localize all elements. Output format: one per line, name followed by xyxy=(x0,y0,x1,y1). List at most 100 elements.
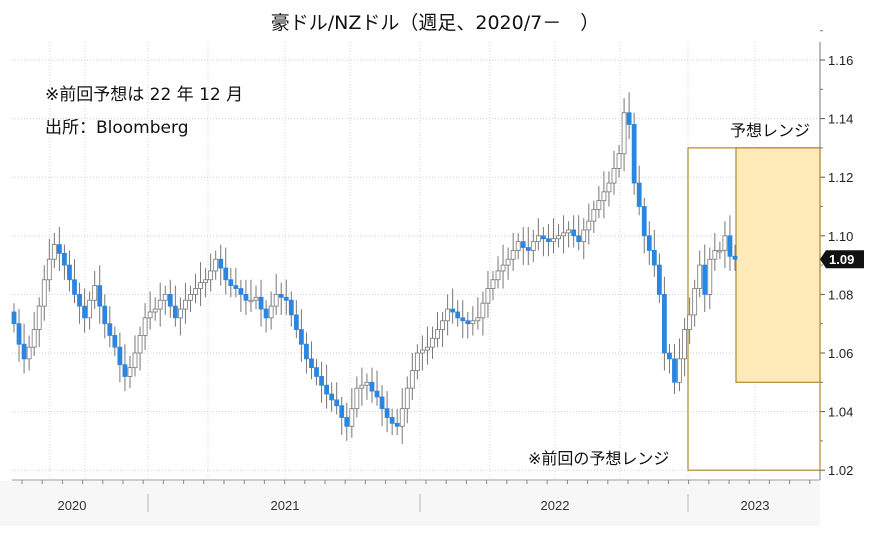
candle xyxy=(309,341,314,380)
annotation-previous-forecast: ※前回予想は 22 年 12 月 xyxy=(45,85,244,105)
candle-body xyxy=(92,285,98,301)
previous-forecast-range-label: ※前回の予想レンジ xyxy=(528,449,670,468)
candle-body xyxy=(687,314,693,330)
last-price-tag xyxy=(820,250,864,269)
candle xyxy=(404,376,410,424)
candle xyxy=(127,355,133,389)
last-price-label: 1.09 xyxy=(829,252,854,267)
candle-body xyxy=(389,417,395,424)
candle-body xyxy=(147,311,153,319)
candle-body xyxy=(656,264,662,295)
candle xyxy=(203,268,208,298)
candle xyxy=(304,332,309,374)
candle-body xyxy=(77,293,82,307)
candle-body xyxy=(162,293,168,301)
candle xyxy=(732,244,738,271)
candle-body xyxy=(334,399,340,407)
candle-body xyxy=(157,299,163,310)
candle xyxy=(36,297,42,348)
candle xyxy=(419,335,425,371)
candle-body xyxy=(56,244,62,254)
candle xyxy=(147,291,153,330)
candle xyxy=(465,311,471,339)
candle-body xyxy=(662,293,667,354)
candle-body xyxy=(329,393,335,401)
candle-body xyxy=(46,258,52,281)
y-tick-label: 1.04 xyxy=(828,405,853,420)
candle-body xyxy=(722,235,728,251)
candle xyxy=(223,247,229,295)
candle-body xyxy=(288,299,294,316)
candle xyxy=(97,265,103,324)
candle-body xyxy=(31,329,37,348)
candle xyxy=(394,408,400,436)
candle xyxy=(500,244,506,289)
candle xyxy=(707,247,713,310)
candle xyxy=(672,344,677,395)
candle xyxy=(480,291,486,336)
x-tick-label: 2023 xyxy=(741,498,770,513)
candle-body xyxy=(495,270,501,281)
candle xyxy=(82,288,87,333)
candle-body xyxy=(67,264,72,281)
candle-body xyxy=(530,241,536,251)
y-tick-label: 1.02 xyxy=(828,463,853,478)
candle xyxy=(233,268,239,298)
candle xyxy=(31,311,37,356)
candle-body xyxy=(273,293,279,307)
candle-body xyxy=(309,358,314,369)
candle xyxy=(490,270,496,301)
candle xyxy=(505,247,511,280)
candle-body xyxy=(203,279,208,284)
candle xyxy=(359,367,365,406)
candle-body xyxy=(36,305,42,330)
candle-body xyxy=(359,384,365,389)
candle xyxy=(682,317,687,377)
candle-body xyxy=(667,352,672,360)
candle xyxy=(11,303,17,333)
candle xyxy=(369,367,375,403)
candle-body xyxy=(591,209,597,222)
candle xyxy=(551,218,556,254)
candle xyxy=(430,326,435,359)
candle-body xyxy=(223,267,229,281)
candle-body xyxy=(646,235,652,251)
candle-body xyxy=(16,323,22,345)
candle-body xyxy=(717,250,723,253)
candle xyxy=(384,391,390,433)
candle-body xyxy=(419,349,425,354)
candle-body xyxy=(107,323,113,336)
candle xyxy=(218,244,224,286)
candle xyxy=(425,326,430,365)
candle xyxy=(576,215,582,251)
candle xyxy=(319,361,324,403)
candle-body xyxy=(122,364,128,377)
candle xyxy=(238,279,244,312)
candle-body xyxy=(702,264,708,295)
candle xyxy=(142,303,148,351)
candle-body xyxy=(11,311,17,325)
candle xyxy=(722,221,728,269)
candle-body xyxy=(319,376,324,386)
candle xyxy=(188,285,193,312)
candle-body xyxy=(510,250,516,260)
candle xyxy=(288,291,294,327)
candle-body xyxy=(369,381,375,392)
candle xyxy=(278,282,284,315)
candle-body xyxy=(480,302,486,319)
candle-body xyxy=(193,288,198,295)
candle-body xyxy=(566,229,572,234)
candle xyxy=(662,276,667,371)
candle xyxy=(389,408,395,436)
candle xyxy=(213,250,219,280)
candle-body xyxy=(298,329,304,345)
candle-body xyxy=(490,279,496,289)
candle xyxy=(591,200,597,233)
candle xyxy=(651,229,657,277)
candle xyxy=(62,244,67,280)
candle xyxy=(137,326,143,371)
candle xyxy=(132,335,138,377)
candle xyxy=(77,282,82,324)
candle xyxy=(530,229,536,263)
candle xyxy=(339,396,345,436)
